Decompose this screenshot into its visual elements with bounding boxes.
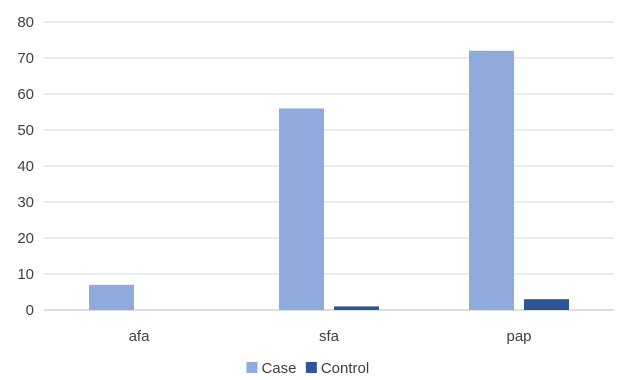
bar-case-pap [469,50,514,311]
y-axis-tick-labels: 0 10 20 30 40 50 60 70 80 [17,14,34,319]
y-tick-label: 70 [17,50,34,67]
x-tick-label: sfa [319,328,340,345]
legend-item-control: Control [305,360,369,377]
y-tick-label: 0 [26,302,34,319]
y-tick-label: 80 [17,14,34,31]
bar-case-sfa [279,108,324,311]
bar-control-sfa [334,306,379,310]
legend-swatch [305,362,317,373]
bars [89,50,569,311]
legend-swatch [246,362,258,373]
y-tick-label: 50 [17,122,34,139]
y-tick-label: 60 [17,86,34,103]
x-tick-label: pap [506,328,531,345]
y-tick-label: 10 [17,266,34,283]
legend: Case Control [246,360,369,377]
legend-item-case: Case [246,360,296,377]
bar-control-pap [524,299,569,310]
y-tick-label: 30 [17,194,34,211]
bar-case-afa [89,284,134,310]
legend-label: Control [321,360,369,377]
gridlines [44,21,614,311]
x-tick-label: afa [129,328,151,345]
legend-label: Case [261,360,296,377]
y-tick-label: 40 [17,158,34,175]
y-tick-label: 20 [17,230,34,247]
x-axis-tick-labels: afa sfa pap [129,328,532,345]
